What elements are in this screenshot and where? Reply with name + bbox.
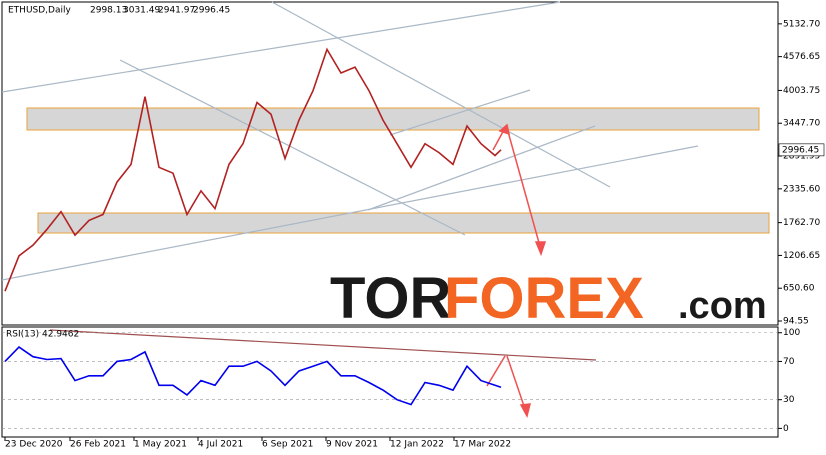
trend-lines [1,1,699,281]
y-tick-label: 650.60 [783,284,815,294]
arrow [506,355,527,413]
y-tick-label: 30 [783,395,795,405]
arrow [506,127,542,251]
resistance-zone [26,107,760,131]
x-tick-label: 1 May 2021 [134,440,187,450]
last-price-label: 2996.45 [782,145,819,155]
trend-line [389,89,531,136]
y-tick-label: 4003.75 [783,86,820,96]
y-tick-label: 5132.70 [783,19,820,29]
x-tick-label: 17 Mar 2022 [454,440,511,450]
x-tick-label: 23 Dec 2020 [5,440,63,450]
y-tick-label: 0 [783,424,789,434]
trend-line [271,1,611,188]
x-tick-label: 4 Jul 2021 [198,440,243,450]
y-tick-label: 94.55 [783,317,809,327]
y-tick-label: 1206.65 [783,251,820,261]
series-line [4,346,502,406]
trend-line [119,59,466,236]
arrow-head [534,241,547,257]
arrow-head [498,123,511,136]
ohlc-open: 2998.13 [90,6,127,16]
x-tick-label: 6 Sep 2021 [262,440,313,450]
trend-line [1,145,699,281]
y-tick-label: 2891.95 [783,152,820,162]
forecast-arrows [486,123,547,419]
y-tick-label: 3447.70 [783,119,820,129]
watermark-text: TOR [330,266,451,331]
watermark-text: FOREX [444,266,644,331]
arrow-head [519,403,531,419]
arrow [486,355,506,387]
x-tick-label: 12 Jan 2022 [390,440,444,450]
ohlc-high: 3031.49 [123,6,160,16]
y-tick-label: 100 [783,328,800,338]
trend-line [1,1,561,93]
rsi-title: RSI(13) [6,330,39,340]
y-tick-label: 4576.65 [783,52,820,62]
ohlc-close: 2996.45 [193,6,230,16]
x-tick-label: 26 Feb 2021 [70,440,126,450]
x-tick-label: 9 Nov 2021 [326,440,378,450]
watermark: TOR FOREX .com [330,266,767,331]
chart-title: ETHUSD,Daily [8,6,71,16]
y-tick-label: 70 [783,357,795,367]
price-panel [1,1,779,326]
rsi-trend-line [49,329,597,361]
ohlc-low: 2941.97 [158,6,195,16]
series-line [4,47,502,292]
watermark-text: .com [678,285,767,327]
y-tick-label: 1762.70 [783,218,820,228]
support-zone [37,212,770,234]
trend-line [367,125,596,211]
y-tick-label: 2335.60 [783,184,820,194]
rsi-value: 42.9462 [42,330,79,340]
last-price-box [778,143,825,157]
